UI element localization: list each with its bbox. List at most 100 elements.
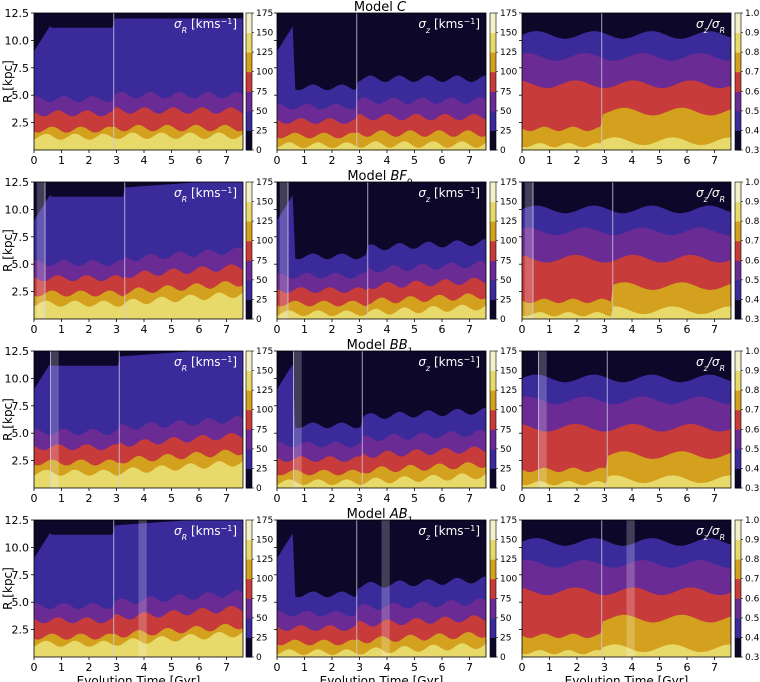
x-tick-label: 5 — [411, 323, 418, 336]
colorbar-segment — [246, 279, 252, 300]
contour-region — [34, 631, 243, 657]
colorbar-segment — [246, 52, 252, 73]
colorbar-segment — [490, 91, 496, 112]
x-tick-label: 6 — [439, 154, 446, 167]
colorbar-tick-label: 0.6 — [745, 87, 760, 97]
shaded-band — [538, 351, 547, 488]
colorbar-tick-label: 125 — [256, 217, 273, 227]
colorbar-tick-label: 0.5 — [745, 614, 759, 624]
y-tick-label: 2.5 — [12, 455, 30, 468]
colorbar-tick-label: 175 — [500, 347, 517, 357]
y-tick-label: 12.5 — [5, 7, 30, 20]
colorbar-segment — [735, 110, 741, 131]
x-tick-label: 4 — [141, 323, 148, 336]
x-tick-label: 6 — [196, 661, 203, 674]
shaded-band — [50, 351, 59, 488]
colorbar-tick-label: 0.3 — [745, 653, 759, 663]
y-tick-label: 5.0 — [12, 427, 30, 440]
y-tick-label: 7.5 — [12, 569, 30, 582]
colorbar-segment — [246, 409, 252, 430]
colorbar-segment — [735, 409, 741, 430]
x-tick-label: 7 — [711, 492, 718, 505]
colorbar-tick-label: 100 — [500, 406, 517, 416]
colorbar-segment — [490, 539, 496, 560]
x-tick-label: 5 — [656, 661, 663, 674]
colorbar-tick-label: 0 — [500, 653, 506, 663]
colorbar-tick-label: 0.8 — [745, 555, 760, 565]
shaded-band — [381, 520, 390, 657]
colorbar-tick-label: 75 — [256, 594, 267, 604]
x-tick-label: 6 — [684, 661, 691, 674]
y-axis-label: R [kpc] — [1, 567, 15, 610]
colorbar-frame — [489, 350, 497, 489]
x-tick-label: 3 — [113, 323, 120, 336]
colorbar-tick-label: 0.6 — [745, 425, 760, 435]
colorbar-segment — [490, 370, 496, 391]
colorbar-segment — [246, 448, 252, 469]
x-tick-label: 2 — [86, 154, 93, 167]
colorbar-segment — [246, 390, 252, 411]
y-tick-label: 10.0 — [5, 203, 30, 216]
colorbar-tick-label: 175 — [256, 178, 273, 188]
colorbar-segment — [490, 182, 496, 203]
heatmap-panel: σz/σR 0 1 2 3 4 5 6 7 Evolution Time [Gyr] — [519, 519, 732, 682]
colorbar-frame — [489, 519, 497, 658]
colorbar-tick-label: 0.4 — [745, 295, 760, 305]
colorbar-tick-label: 125 — [256, 48, 273, 58]
y-tick-label: 7.5 — [12, 400, 30, 413]
colorbar-frame — [734, 181, 742, 320]
colorbar-segment — [735, 221, 741, 242]
heatmap-panel: σz/σR 0 1 2 3 4 5 6 7 — [519, 350, 732, 505]
contour-region — [277, 473, 486, 488]
shaded-band — [524, 182, 533, 319]
colorbar-tick-label: 175 — [500, 9, 517, 19]
colorbar-segment — [246, 429, 252, 450]
colorbar: 0.3 0.4 0.5 0.6 0.7 0.8 0.9 1.0 — [734, 178, 760, 325]
colorbar-segment — [490, 598, 496, 619]
colorbar: 0 25 50 75 100 125 150 175 — [245, 178, 273, 325]
colorbar-segment — [735, 598, 741, 619]
x-tick-label: 1 — [58, 661, 65, 674]
x-tick-label: 3 — [601, 661, 608, 674]
colorbar-tick-label: 25 — [256, 464, 267, 474]
plot-frame — [33, 12, 244, 151]
colorbar: 0 25 50 75 100 125 150 175 — [489, 347, 517, 494]
colorbar-segment — [246, 637, 252, 658]
colorbar-tick-label: 50 — [500, 107, 512, 117]
colorbar-segment — [735, 299, 741, 320]
colorbar-tick-label: 0 — [256, 315, 262, 325]
colorbar-tick-label: 50 — [256, 445, 268, 455]
x-tick-label: 5 — [656, 154, 663, 167]
x-axis-label: Evolution Time [Gyr] — [77, 674, 201, 682]
x-tick-label: 5 — [411, 154, 418, 167]
y-axis-label: R [kpc] — [1, 229, 15, 272]
plot-frame — [521, 519, 732, 658]
contour-region — [277, 643, 486, 657]
colorbar-frame — [734, 519, 742, 658]
x-tick-label: 2 — [329, 323, 336, 336]
x-axis-label: Evolution Time [Gyr] — [565, 674, 689, 682]
x-tick-label: 6 — [684, 154, 691, 167]
plot-frame — [276, 181, 487, 320]
x-tick-label: 0 — [31, 154, 38, 167]
x-tick-label: 1 — [546, 323, 553, 336]
plot-frame — [276, 519, 487, 658]
x-tick-label: 4 — [629, 492, 636, 505]
shaded-band — [36, 182, 45, 319]
colorbar-segment — [246, 71, 252, 92]
heatmap-panel: σR [kms−1] 0 1 2 3 4 5 6 7 2.5 5.0 7.5 10.0 12.5 R [kp… — [1, 176, 244, 336]
colorbar-tick-label: 25 — [256, 126, 267, 136]
colorbar-tick-label: 0.5 — [745, 276, 759, 286]
colorbar-segment — [490, 52, 496, 73]
y-tick-label: 2.5 — [12, 624, 30, 637]
plot-frame — [521, 181, 732, 320]
colorbar-segment — [246, 130, 252, 151]
colorbar-tick-label: 50 — [500, 276, 512, 286]
y-tick-label: 10.0 — [5, 372, 30, 385]
colorbar-segment — [246, 617, 252, 638]
colorbar-tick-label: 0.3 — [745, 146, 759, 156]
colorbar-tick-label: 0.4 — [745, 126, 760, 136]
x-tick-label: 5 — [168, 154, 175, 167]
colorbar-tick-label: 150 — [500, 198, 517, 208]
colorbar-tick-label: 1.0 — [745, 516, 760, 526]
